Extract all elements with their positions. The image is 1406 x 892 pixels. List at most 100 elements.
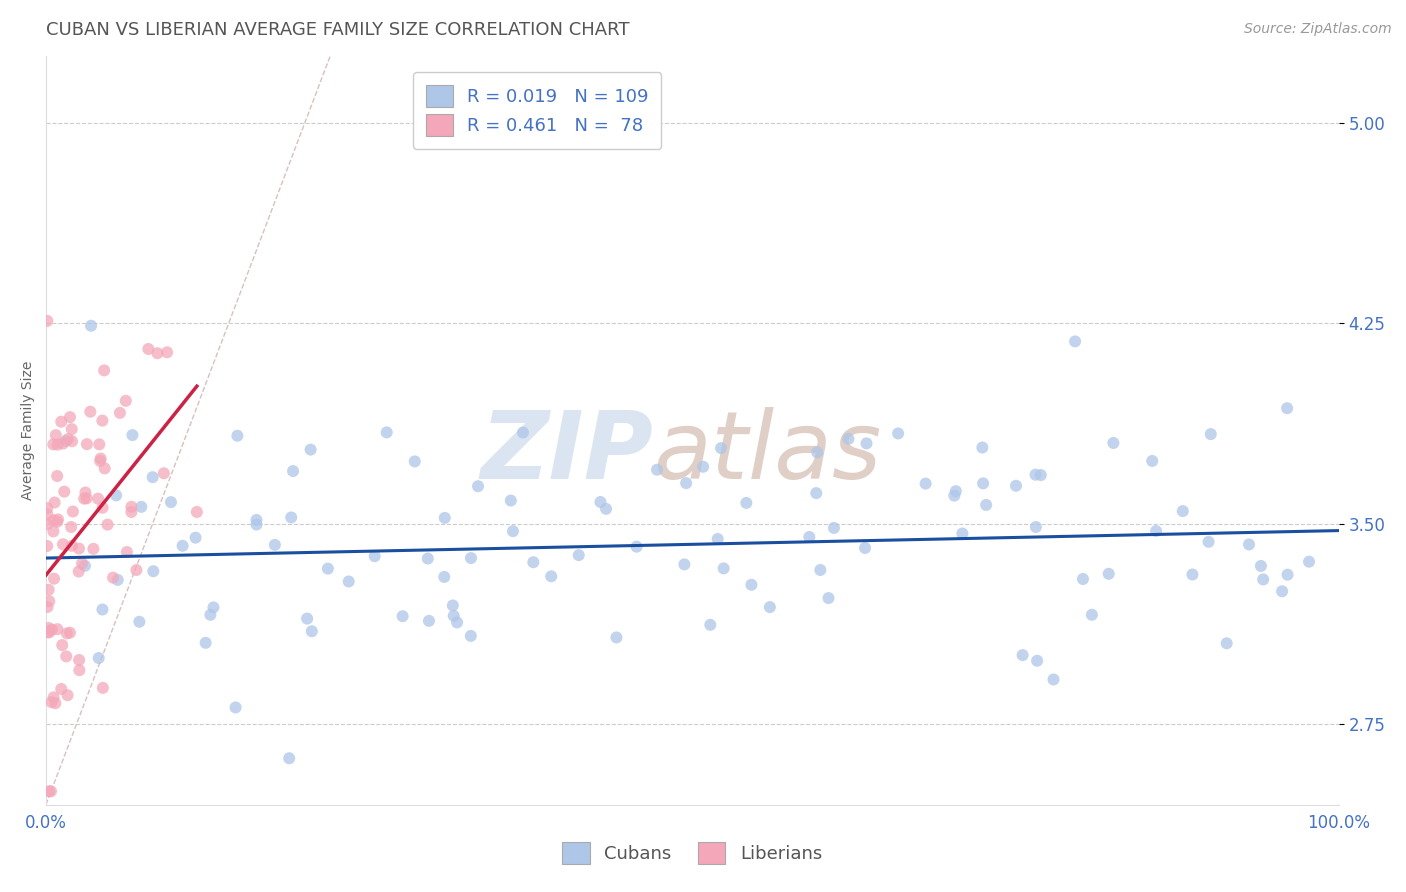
Point (1029, 468, 1052, 483)
Point (60, 539, 83, 553)
Point (90, 451, 112, 466)
Point (138, 342, 160, 356)
Point (433, 511, 456, 525)
Y-axis label: Average Family Size: Average Family Size (21, 360, 35, 500)
Point (706, 532, 728, 546)
Point (38, 582, 60, 597)
Point (96, 517, 118, 532)
Point (156, 345, 179, 359)
Point (107, 573, 129, 587)
Point (1026, 654, 1049, 668)
Point (943, 489, 966, 503)
Point (60, 422, 83, 436)
Point (1064, 334, 1087, 349)
Point (38, 625, 60, 640)
Point (67, 565, 90, 579)
Point (60, 434, 83, 449)
Point (1275, 401, 1298, 416)
Point (121, 428, 143, 442)
Point (37, 501, 59, 516)
Point (443, 608, 465, 623)
Point (82, 541, 104, 556)
Point (278, 751, 301, 765)
Point (142, 564, 165, 578)
Point (595, 501, 617, 516)
Point (1271, 584, 1294, 599)
Point (887, 426, 910, 441)
Point (837, 432, 859, 446)
Point (499, 493, 522, 508)
Point (38, 594, 60, 608)
Point (76, 491, 98, 506)
Point (264, 538, 287, 552)
Point (56, 688, 79, 702)
Point (1251, 573, 1274, 587)
Point (673, 558, 696, 572)
Point (950, 526, 973, 541)
Point (115, 545, 138, 559)
Point (186, 505, 208, 519)
Point (416, 551, 439, 566)
Point (42, 572, 65, 586)
Point (1042, 673, 1064, 687)
Point (713, 561, 735, 575)
Point (740, 578, 762, 592)
Point (37, 625, 59, 640)
Point (1171, 504, 1194, 518)
Point (75, 485, 97, 500)
Point (467, 479, 489, 493)
Point (128, 615, 150, 629)
Point (433, 570, 456, 584)
Point (56, 626, 79, 640)
Point (51, 681, 73, 696)
Point (79, 405, 101, 419)
Point (404, 454, 426, 468)
Point (418, 614, 440, 628)
Point (710, 441, 733, 455)
Point (59, 625, 82, 640)
Point (91, 602, 114, 616)
Point (46, 622, 69, 636)
Point (39, 784, 62, 798)
Point (46, 437, 69, 451)
Point (129, 500, 152, 514)
Point (974, 498, 997, 512)
Point (55, 434, 77, 448)
Point (972, 476, 994, 491)
Point (512, 425, 534, 440)
Point (855, 436, 877, 450)
Point (1011, 648, 1033, 662)
Text: CUBAN VS LIBERIAN AVERAGE FAMILY SIZE CORRELATION CHART: CUBAN VS LIBERIAN AVERAGE FAMILY SIZE CO… (46, 21, 630, 39)
Point (1250, 558, 1272, 573)
Point (245, 517, 267, 532)
Point (46, 469, 69, 483)
Point (70, 557, 93, 571)
Point (142, 470, 165, 484)
Point (281, 464, 304, 478)
Point (806, 486, 828, 500)
Point (87, 491, 110, 506)
Point (44, 696, 66, 710)
Point (1102, 436, 1125, 450)
Point (146, 346, 169, 360)
Point (172, 539, 194, 553)
Point (120, 505, 142, 519)
Point (45, 428, 67, 442)
Point (605, 631, 627, 645)
Point (42, 513, 65, 527)
Point (540, 569, 562, 583)
Point (568, 548, 591, 562)
Point (460, 629, 482, 643)
Point (316, 561, 339, 575)
Point (225, 700, 247, 714)
Point (52, 436, 75, 450)
Point (42, 690, 65, 705)
Point (589, 495, 612, 509)
Point (817, 591, 839, 605)
Text: atlas: atlas (654, 407, 882, 498)
Point (226, 428, 249, 442)
Point (1025, 520, 1047, 534)
Point (301, 624, 323, 639)
Point (1024, 467, 1046, 482)
Point (37, 517, 59, 532)
